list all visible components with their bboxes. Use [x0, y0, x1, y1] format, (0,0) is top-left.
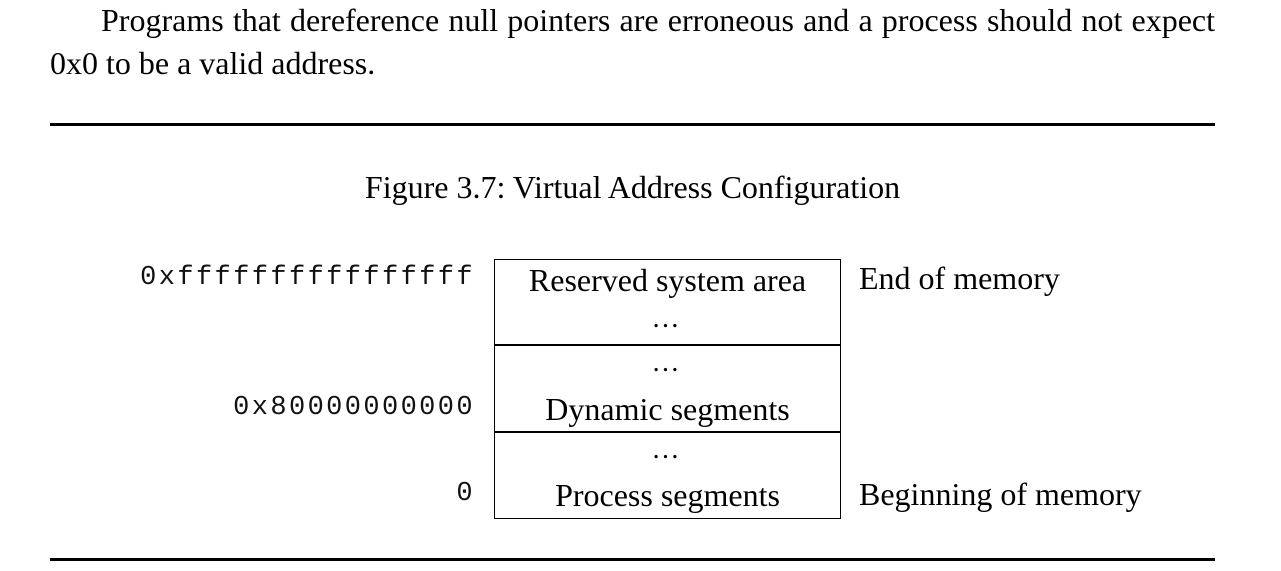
memory-layout-diagram: Reserved system area … … Dynamic segment…: [494, 259, 841, 519]
end-of-memory-label: End of memory: [859, 260, 1060, 296]
ellipsis-middle: …: [651, 347, 684, 378]
figure-bottom-rule: [50, 558, 1215, 561]
ellipsis-lower: …: [651, 434, 684, 465]
figure-caption: Figure 3.7: Virtual Address Configuratio…: [364, 169, 901, 205]
beginning-of-memory-label: Beginning of memory: [859, 476, 1142, 512]
address-label-dynamic: 0x80000000000: [233, 393, 475, 423]
body-paragraph: Programs that dereference null pointers …: [50, 2, 1215, 81]
dynamic-segments-label: Dynamic segments: [545, 391, 790, 427]
segment-divider-upper: [495, 344, 840, 346]
segment-divider-lower: [495, 431, 840, 433]
reserved-system-area-label: Reserved system area: [528, 262, 807, 298]
address-label-zero: 0: [456, 479, 475, 509]
process-segments-label: Process segments: [555, 477, 780, 513]
ellipsis-upper: …: [651, 303, 684, 334]
figure-top-rule: [50, 123, 1215, 126]
address-label-max: 0xffffffffffffffff: [140, 263, 475, 293]
